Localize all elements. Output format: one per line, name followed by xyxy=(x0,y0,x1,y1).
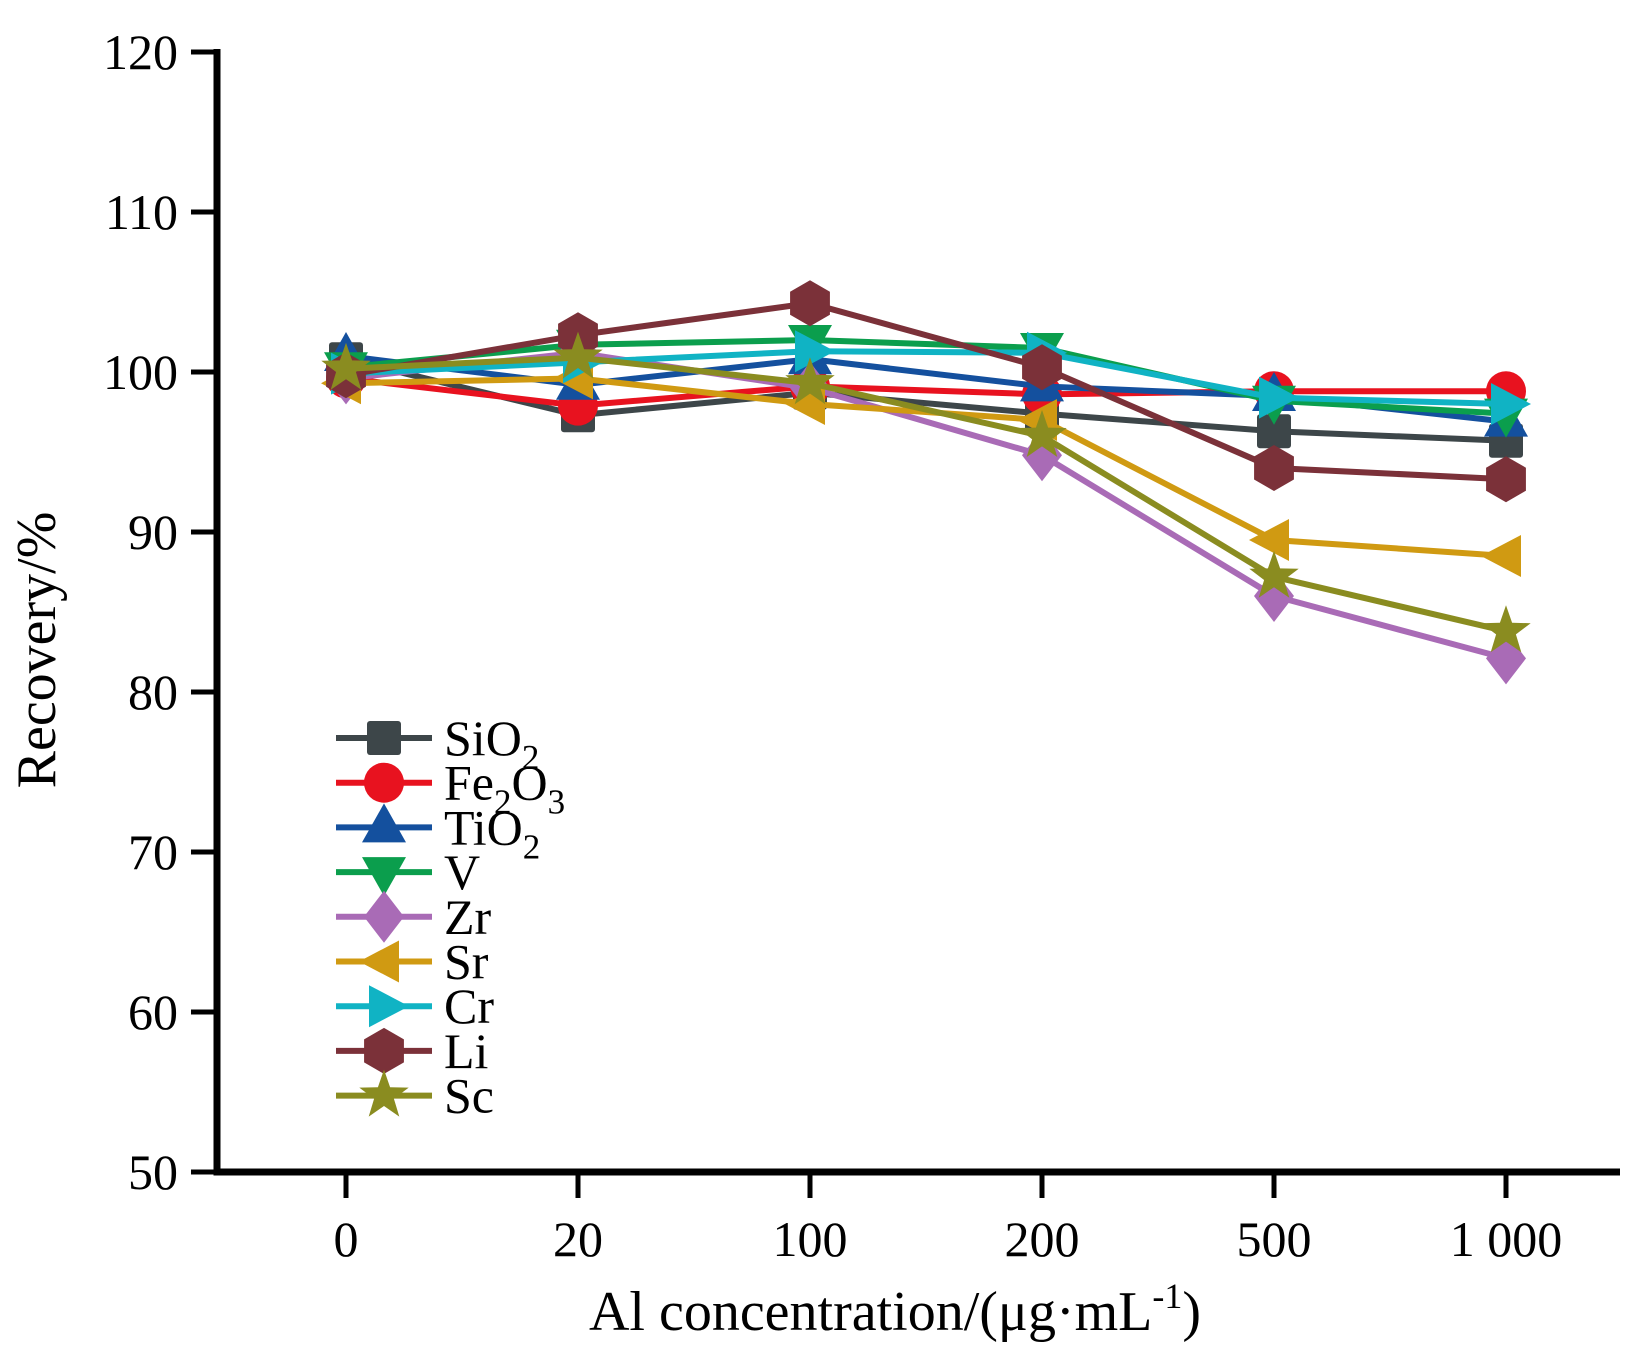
data-point-Cr xyxy=(1491,383,1531,425)
x-tick-label: 500 xyxy=(1237,1211,1312,1267)
data-point-Sc xyxy=(1249,550,1299,598)
legend-label: Cr xyxy=(444,978,494,1034)
series-line-Li xyxy=(345,300,1507,483)
legend-item-Li: Li xyxy=(336,1023,488,1079)
x-axis-title: Al concentration/(μg·mL-1) xyxy=(589,1276,1201,1343)
triangle-down-legend-marker xyxy=(362,857,406,897)
data-point-Li xyxy=(1254,445,1294,491)
data-point-Sc xyxy=(553,331,603,379)
x-tick-label: 100 xyxy=(773,1211,848,1267)
legend-label: SiO2 xyxy=(444,710,539,777)
data-point-Cr xyxy=(795,330,835,373)
data-point-Sc xyxy=(1481,605,1531,653)
legend-label: Zr xyxy=(444,889,492,945)
y-axis-ticks: 50 60 70 80 90 100 110 120 xyxy=(103,24,217,1200)
diamond-legend-marker xyxy=(364,890,404,943)
data-point-Sc xyxy=(1017,410,1067,457)
y-tick-label: 70 xyxy=(128,824,178,880)
data-point-Cr xyxy=(1259,376,1299,419)
legend-item-Fe2O3: Fe2O3 xyxy=(336,755,565,822)
legend-item-V: V xyxy=(336,844,480,900)
legend-item-Zr: Zr xyxy=(336,889,492,945)
data-point-Sr xyxy=(1249,519,1289,561)
data-point-Sc xyxy=(321,342,371,390)
x-axis-ticks: 0 20 100 200 500 1 000 xyxy=(334,1172,1563,1267)
series-line-V xyxy=(345,336,1507,417)
series-Sc xyxy=(321,331,1531,653)
data-point-Li xyxy=(790,280,830,327)
y-axis-title: Recovery/% xyxy=(6,512,68,789)
legend-item-SiO2: SiO2 xyxy=(336,710,539,777)
series-line-SiO2 xyxy=(345,356,1507,444)
series-line-Cr xyxy=(345,348,1507,407)
x-tick-label: 1 000 xyxy=(1450,1211,1563,1267)
legend-item-TiO2: TiO2 xyxy=(336,799,540,866)
x-tick-label: 200 xyxy=(1005,1211,1080,1267)
series-Li xyxy=(326,280,1526,503)
series-line-Fe2O3 xyxy=(345,375,1506,409)
y-tick-label: 50 xyxy=(128,1144,178,1200)
legend-label: Li xyxy=(444,1023,488,1079)
legend-item-Cr: Cr xyxy=(336,978,494,1034)
data-point-Li xyxy=(1022,344,1062,391)
data-point-SiO2 xyxy=(1257,414,1291,449)
y-tick-label: 110 xyxy=(105,184,178,240)
data-point-Sc xyxy=(785,357,835,405)
legend-label: Sc xyxy=(444,1068,494,1124)
axes xyxy=(213,49,1620,1176)
legend-item-Sr: Sr xyxy=(336,934,489,990)
y-tick-label: 90 xyxy=(128,504,178,560)
series-line-Sc xyxy=(345,354,1507,635)
star-legend-marker xyxy=(359,1069,409,1117)
legend-label: TiO2 xyxy=(444,799,540,866)
data-point-Sr xyxy=(1481,535,1521,577)
y-tick-label: 60 xyxy=(128,984,178,1040)
x-tick-label: 0 xyxy=(334,1211,359,1267)
data-point-Li xyxy=(1486,456,1526,503)
hexagon-legend-marker xyxy=(364,1027,404,1074)
legend-label: Sr xyxy=(444,934,489,990)
x-tick-label: 20 xyxy=(553,1211,603,1267)
circle-legend-marker xyxy=(364,762,404,803)
triangle-right-legend-marker xyxy=(369,985,409,1028)
y-tick-label: 100 xyxy=(103,344,178,400)
legend-label: Fe2O3 xyxy=(444,755,565,822)
y-tick-label: 120 xyxy=(103,24,178,80)
legend-label: V xyxy=(444,844,480,900)
y-tick-label: 80 xyxy=(128,664,178,720)
legend-item-Sc: Sc xyxy=(336,1068,494,1124)
triangle-left-legend-marker xyxy=(359,940,399,983)
triangle-up-legend-marker xyxy=(362,803,406,843)
square-legend-marker xyxy=(367,721,401,755)
